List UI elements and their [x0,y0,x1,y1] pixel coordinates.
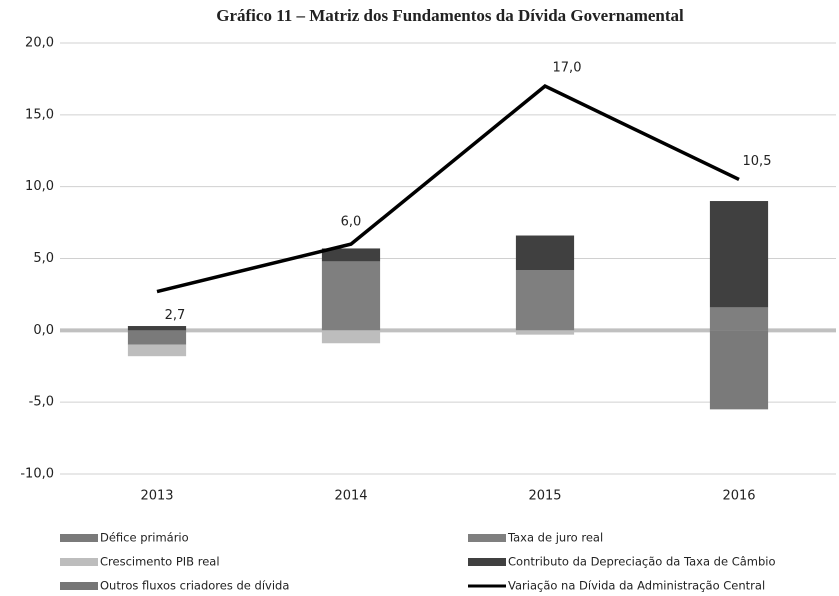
y-tick-label: 15,0 [25,107,54,122]
legend-swatch [60,582,98,590]
legend-label: Contributo da Depreciação da Taxa de Câm… [508,555,776,569]
legend-swatch [60,558,98,566]
line [156,84,740,294]
bar-segment [515,330,575,335]
legend-label: Crescimento PIB real [100,555,220,569]
data-label: 6,0 [341,215,362,230]
legend-label: Défice primário [100,531,189,545]
bar-segment [515,269,575,331]
y-tick-label: -5,0 [29,395,54,410]
x-tick-label: 2015 [528,489,561,504]
x-tick-label: 2014 [334,489,367,504]
y-tick-label: -10,0 [20,467,54,482]
y-tick-label: 20,0 [25,36,54,51]
bar-segment [127,326,187,331]
legend-label: Taxa de juro real [507,531,603,545]
data-label: 2,7 [165,308,186,323]
bar-segment [709,330,769,410]
bar-segment [127,330,187,345]
bar-segment [127,344,187,357]
y-tick-label: 10,0 [25,179,54,194]
legend-label: Outros fluxos criadores de dívida [100,579,289,593]
chart-title: Gráfico 11 – Matriz dos Fundamentos da D… [216,6,684,25]
legend-swatch [60,534,98,542]
bar-segment [709,307,769,331]
data-label: 10,5 [743,154,772,169]
bar-segment [515,235,575,270]
data-label: 17,0 [553,61,582,76]
bar-segment [321,330,381,344]
bar-segment [321,261,381,331]
legend-swatch [468,534,506,542]
x-tick-label: 2016 [722,489,755,504]
bar-segment [709,201,769,308]
x-tick-label: 2013 [140,489,173,504]
y-tick-label: 5,0 [33,251,54,266]
legend-swatch [468,558,506,566]
legend-label: Variação na Dívida da Administração Cent… [508,579,765,593]
bar-segment [321,248,381,262]
y-tick-label: 0,0 [33,323,54,338]
